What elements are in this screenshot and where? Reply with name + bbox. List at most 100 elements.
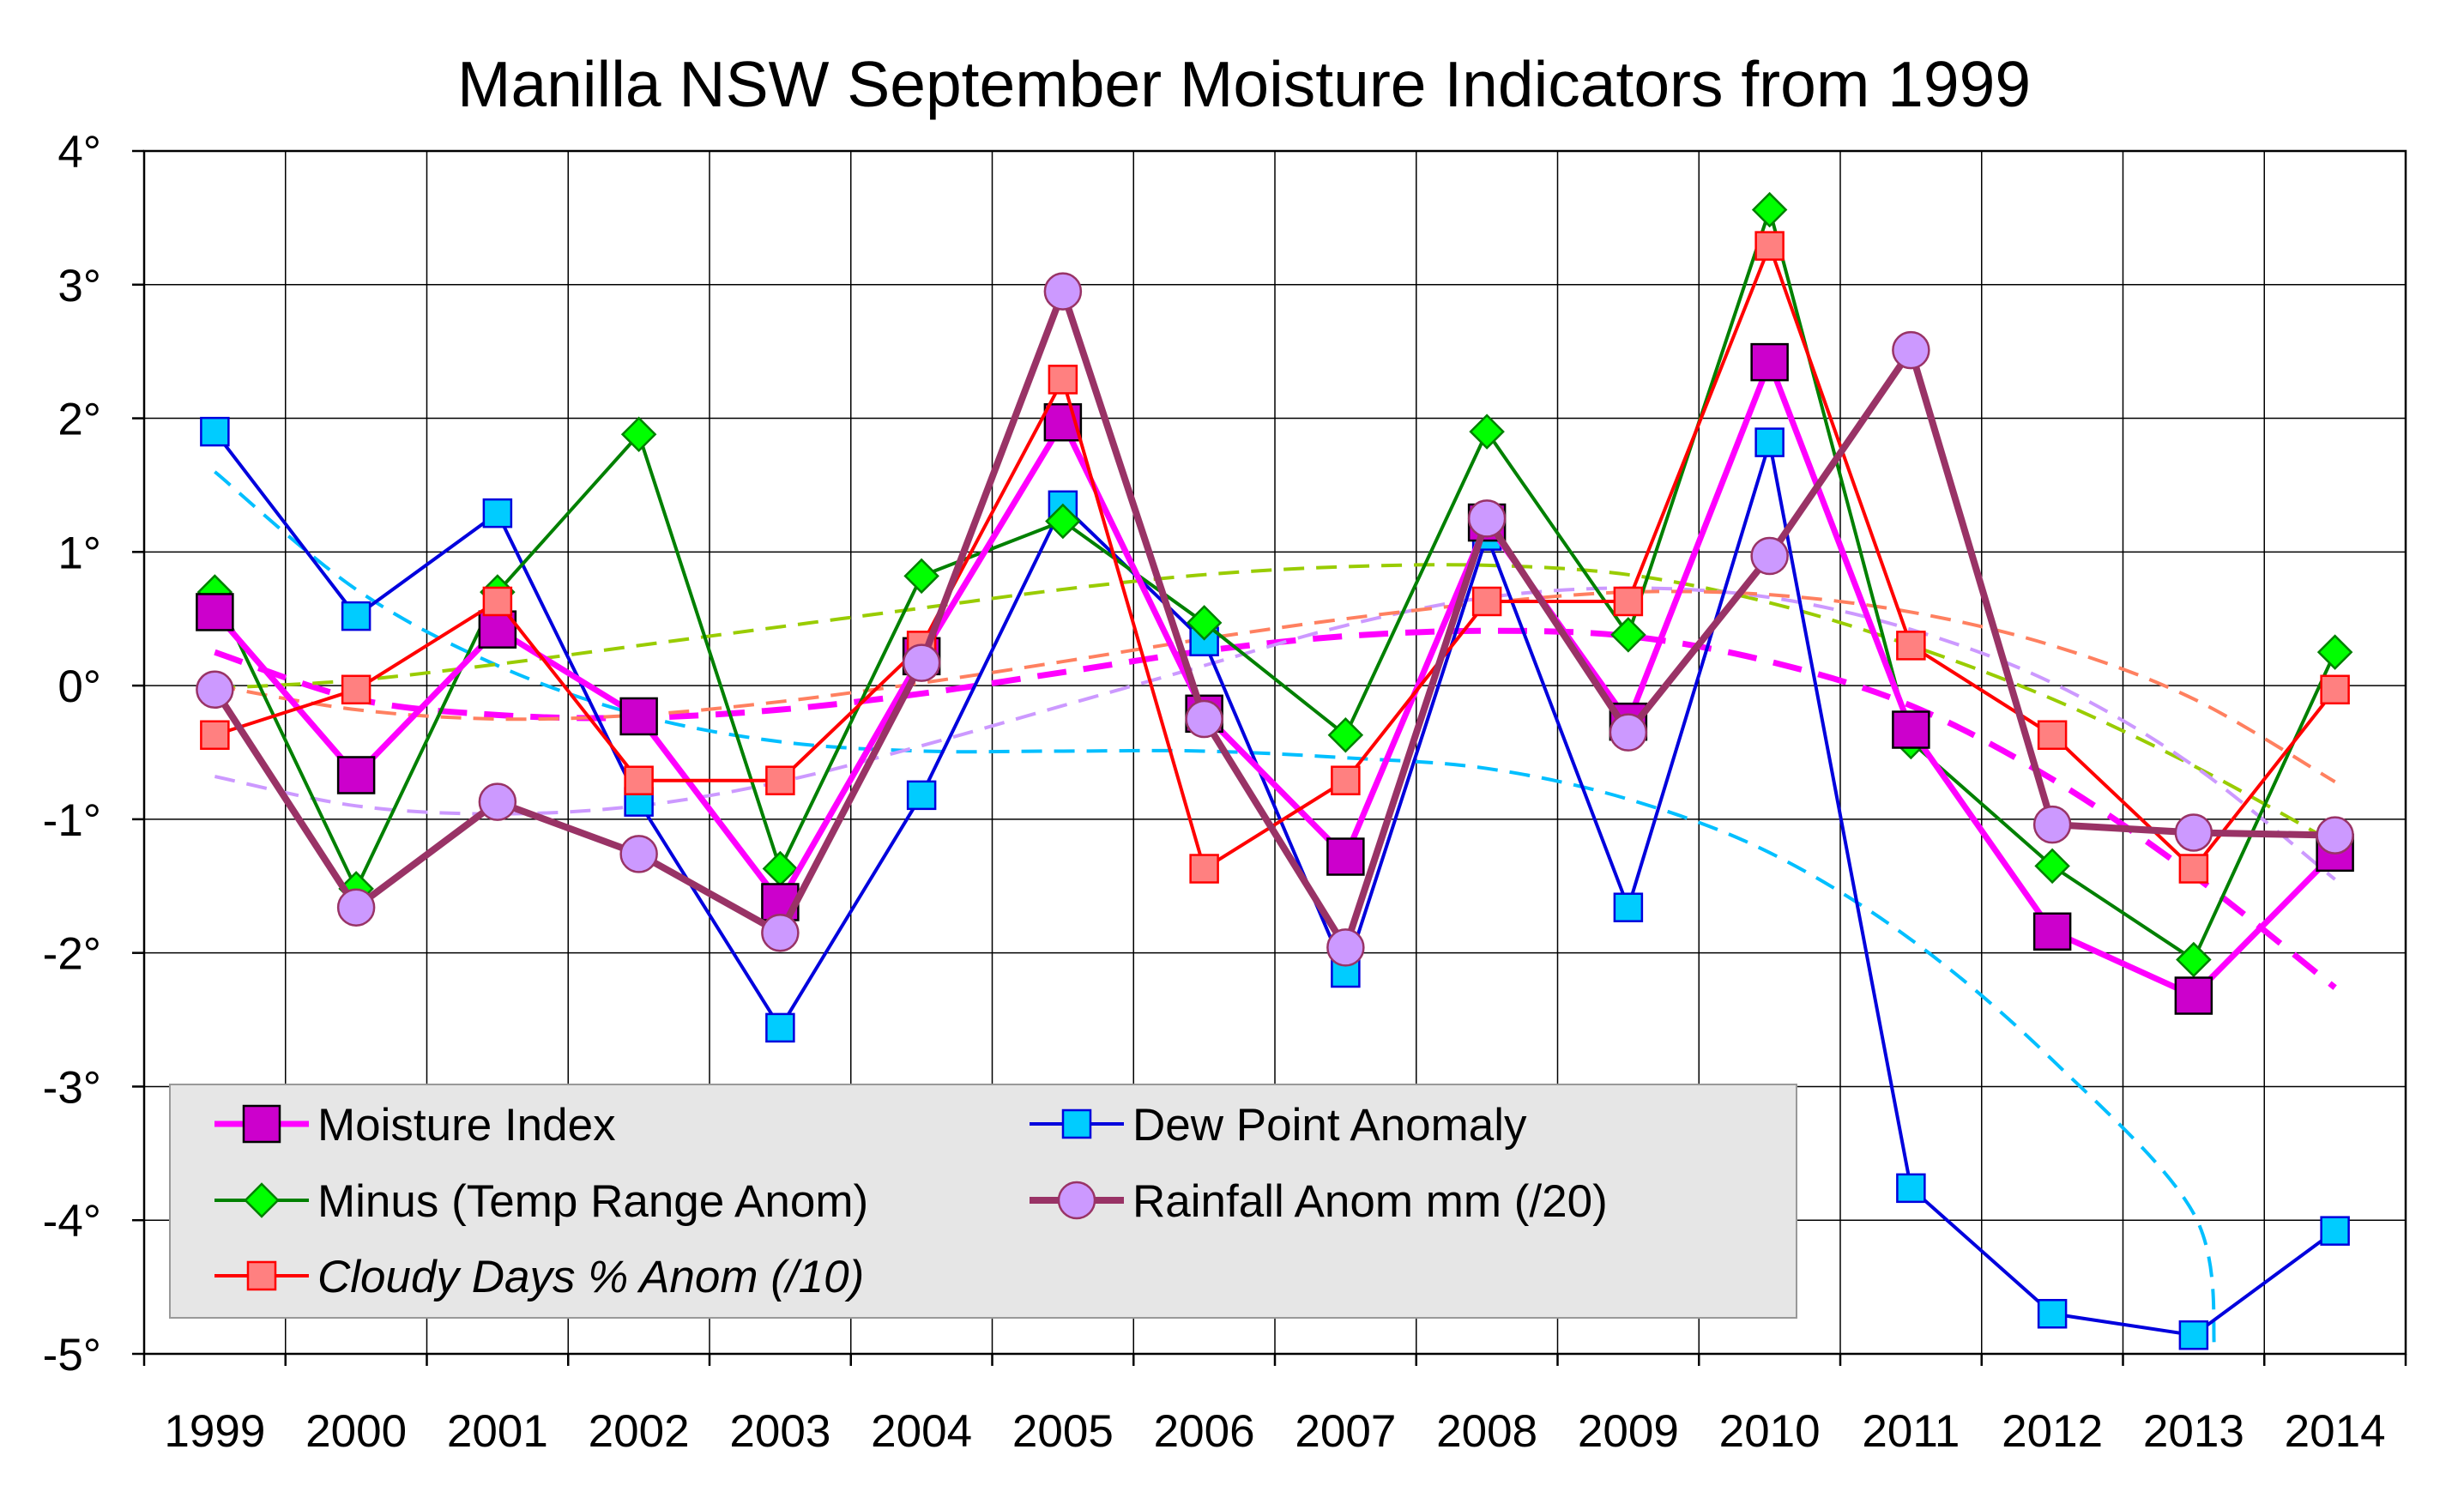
data-point-cloudy-days-anom-10: [1189, 854, 1219, 884]
data-point-moisture-index: [196, 593, 234, 631]
x-tick-label: 2001: [447, 1406, 548, 1457]
legend-item-moisture-index: Moisture Index: [214, 1100, 616, 1151]
y-tick-label: 3°: [57, 261, 101, 311]
x-tick-label: 2003: [729, 1406, 830, 1457]
legend-item-minus-temp-range-anom: Minus (Temp Range Anom): [214, 1176, 868, 1227]
data-point-cloudy-days-anom-10: [1896, 631, 1926, 661]
data-point-cloudy-days-anom-10: [1331, 765, 1361, 795]
x-tick-label: 1999: [164, 1406, 265, 1457]
y-tick-label: 1°: [57, 528, 101, 578]
legend-swatch-marker: [1061, 1108, 1092, 1139]
data-point-rainfall-anom-mm-20: [478, 782, 517, 821]
data-point-moisture-index: [1892, 710, 1930, 749]
series-line-rainfall-anom-mm-20: [212, 287, 2335, 951]
data-point-cloudy-days-anom-10: [482, 586, 513, 617]
data-point-minus-temp-range-anom: [1469, 414, 1505, 450]
legend-item-dew-point-anomaly: Dew Point Anomaly: [1030, 1100, 1527, 1151]
x-tick-label: 2010: [1719, 1406, 1821, 1457]
series-cloudy-days-anom-10: [200, 231, 2350, 884]
legend-swatch-marker: [242, 1104, 281, 1144]
data-point-rainfall-anom-mm-20: [1326, 928, 1365, 967]
data-point-moisture-index: [1326, 837, 1365, 876]
data-point-dew-point-anomaly: [1896, 1173, 1926, 1204]
data-point-rainfall-anom-mm-20: [1609, 713, 1648, 752]
y-tick-label: -4°: [43, 1196, 101, 1247]
data-point-rainfall-anom-mm-20: [1043, 272, 1083, 311]
data-point-cloudy-days-anom-10: [1048, 365, 1078, 395]
data-point-dew-point-anomaly: [1754, 427, 1785, 457]
y-tick-label: 4°: [57, 127, 101, 178]
data-point-dew-point-anomaly: [482, 498, 513, 528]
legend-swatch-marker: [1057, 1181, 1096, 1220]
data-point-rainfall-anom-mm-20: [2032, 805, 2072, 844]
trendline-minus-temp-range-anom: [214, 563, 2336, 845]
data-point-cloudy-days-anom-10: [2320, 674, 2350, 705]
series-line-minus-temp-range-anom: [213, 208, 2337, 962]
data-point-dew-point-anomaly: [2320, 1216, 2350, 1246]
y-tick-label: -3°: [43, 1062, 101, 1113]
x-tick-label: 2012: [2002, 1406, 2103, 1457]
x-tick-label: 2000: [305, 1406, 407, 1457]
series-line-moisture-index: [212, 359, 2338, 1000]
x-tick-label: 2002: [589, 1406, 690, 1457]
data-point-rainfall-anom-mm-20: [2316, 816, 2354, 855]
x-tick-label: 2008: [1436, 1406, 1537, 1457]
data-point-moisture-index: [2032, 912, 2072, 951]
data-point-dew-point-anomaly: [2037, 1299, 2068, 1329]
data-point-cloudy-days-anom-10: [765, 765, 795, 795]
data-point-minus-temp-range-anom: [2176, 941, 2212, 978]
data-point-cloudy-days-anom-10: [2037, 720, 2068, 750]
data-point-moisture-index: [2174, 976, 2213, 1015]
data-point-cloudy-days-anom-10: [341, 674, 371, 705]
y-tick-label: -5°: [43, 1330, 101, 1380]
data-point-minus-temp-range-anom: [2316, 634, 2353, 670]
data-point-moisture-index: [336, 756, 376, 794]
x-tick-label: 2014: [2285, 1406, 2386, 1457]
y-tick-label: -2°: [43, 929, 101, 980]
legend-swatch-marker: [246, 1260, 277, 1291]
data-point-minus-temp-range-anom: [1751, 191, 1788, 228]
x-tick-label: 2007: [1295, 1406, 1396, 1457]
data-point-rainfall-anom-mm-20: [196, 670, 234, 710]
data-point-dew-point-anomaly: [1613, 892, 1644, 922]
data-point-moisture-index: [1750, 342, 1789, 382]
trendline-cloudy-days-anom-10: [214, 589, 2336, 783]
legend-swatch-marker: [244, 1182, 280, 1218]
x-tick-label: 2013: [2143, 1406, 2244, 1457]
x-tick-label: 2005: [1012, 1406, 1114, 1457]
data-point-minus-temp-range-anom: [2034, 848, 2070, 885]
chart-legend: Moisture Index Dew Point Anomaly Minus (Te…: [169, 1084, 1797, 1319]
legend-label: Minus (Temp Range Anom): [317, 1176, 868, 1227]
data-point-rainfall-anom-mm-20: [336, 888, 376, 927]
data-point-rainfall-anom-mm-20: [619, 835, 658, 873]
data-point-moisture-index: [619, 697, 658, 736]
y-tick-label: 2°: [57, 395, 101, 445]
data-point-minus-temp-range-anom: [1610, 617, 1646, 653]
data-point-cloudy-days-anom-10: [1471, 586, 1502, 617]
data-point-rainfall-anom-mm-20: [902, 643, 941, 682]
data-point-cloudy-days-anom-10: [1754, 231, 1785, 261]
legend-item-cloudy-days-anom-10: Cloudy Days % Anom (/10): [214, 1252, 864, 1302]
x-tick-label: 2009: [1578, 1406, 1679, 1457]
data-point-minus-temp-range-anom: [903, 558, 939, 595]
data-point-minus-temp-range-anom: [1327, 716, 1364, 753]
legend-item-rainfall-anom-mm-20: Rainfall Anom mm (/20): [1030, 1176, 1608, 1227]
data-point-dew-point-anomaly: [2178, 1320, 2209, 1350]
data-point-rainfall-anom-mm-20: [1467, 499, 1507, 538]
legend-label: Moisture Index: [317, 1100, 616, 1151]
data-point-rainfall-anom-mm-20: [761, 914, 800, 952]
data-point-rainfall-anom-mm-20: [1750, 536, 1789, 576]
legend-label: Dew Point Anomaly: [1132, 1100, 1527, 1151]
x-tick-label: 2011: [1862, 1406, 1960, 1457]
legend-label: Cloudy Days % Anom (/10): [317, 1252, 864, 1302]
series-line-cloudy-days-anom-10: [214, 244, 2337, 871]
trendline-dew-point-anomaly: [214, 470, 2217, 1354]
y-tick-label: 0°: [57, 661, 101, 712]
data-point-rainfall-anom-mm-20: [1892, 330, 1930, 370]
data-point-minus-temp-range-anom: [1045, 503, 1081, 540]
x-tick-label: 2006: [1154, 1406, 1255, 1457]
axis-layer: 4° 3° 2° 1° 0° -1° -2° -3° -4° -5° 1999 2000 2001 200…: [43, 127, 2407, 1457]
data-point-cloudy-days-anom-10: [200, 720, 230, 750]
